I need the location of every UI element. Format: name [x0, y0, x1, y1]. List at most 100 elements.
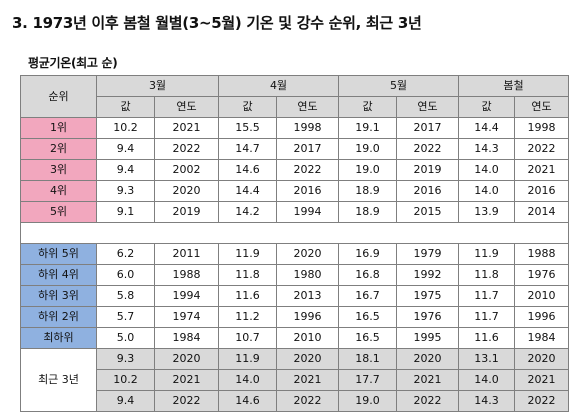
recent-year-row: 최근 3년 9.3 2020 11.9 2020 18.1 2020 13.1 2020 [20, 348, 569, 412]
year-cell: 2021 [396, 369, 459, 391]
year-cell: 2016 [396, 180, 459, 202]
year-cell: 2022 [514, 390, 569, 412]
value-cell: 9.3 [96, 348, 155, 370]
year-cell: 1976 [396, 306, 459, 328]
value-cell: 16.9 [338, 243, 397, 265]
year-cell: 1988 [154, 264, 219, 286]
top-rank-row: 3위 9.4 2002 14.6 2022 19.0 2019 14.0 2021 [20, 159, 569, 181]
year-cell: 2017 [276, 138, 339, 160]
year-cell: 1976 [514, 264, 569, 286]
rank-cell: 3위 [20, 159, 97, 181]
section-spacer-row [20, 222, 569, 244]
month-header-spring: 봄철 [458, 75, 569, 97]
bottom-rank-row: 하위 4위 6.0 1988 11.8 1980 16.8 1992 11.8 1976 [20, 264, 569, 286]
value-cell: 5.8 [96, 285, 155, 307]
year-cell: 1984 [154, 327, 219, 349]
year-cell: 2016 [276, 180, 339, 202]
year-cell: 2020 [514, 348, 569, 370]
month-header-may: 5월 [338, 75, 459, 97]
month-header-apr: 4월 [218, 75, 339, 97]
section-title: 3. 1973년 이후 봄철 월별(3~5월) 기온 및 강수 순위, 최근 3… [12, 14, 422, 32]
value-cell: 17.7 [338, 369, 397, 391]
year-cell: 2022 [396, 138, 459, 160]
value-cell: 16.7 [338, 285, 397, 307]
value-cell: 5.0 [96, 327, 155, 349]
rank-cell: 하위 2위 [20, 306, 97, 328]
year-cell: 1996 [514, 306, 569, 328]
rank-header: 순위 [20, 75, 97, 118]
value-cell: 14.3 [458, 138, 515, 160]
value-cell: 16.8 [338, 264, 397, 286]
top-rank-row: 5위 9.1 2019 14.2 1994 18.9 2015 13.9 2014 [20, 201, 569, 223]
value-cell: 19.0 [338, 138, 397, 160]
year-cell: 1994 [154, 285, 219, 307]
rank-cell: 2위 [20, 138, 97, 160]
rank-cell: 4위 [20, 180, 97, 202]
rank-cell: 하위 4위 [20, 264, 97, 286]
value-cell: 15.5 [218, 117, 277, 139]
value-cell: 9.3 [96, 180, 155, 202]
value-cell: 19.0 [338, 159, 397, 181]
value-cell: 10.2 [96, 117, 155, 139]
year-cell: 2013 [276, 285, 339, 307]
year-cell: 2010 [514, 285, 569, 307]
year-cell: 2021 [514, 369, 569, 391]
spacer-cell [20, 222, 569, 244]
value-cell: 9.4 [96, 138, 155, 160]
value-cell: 10.2 [96, 369, 155, 391]
value-cell: 14.3 [458, 390, 515, 412]
year-cell: 2011 [154, 243, 219, 265]
year-cell: 2002 [154, 159, 219, 181]
value-cell: 11.9 [458, 243, 515, 265]
year-cell: 2017 [396, 117, 459, 139]
year-cell: 1992 [396, 264, 459, 286]
header-row-fields: 값 연도 값 연도 값 연도 값 연도 [21, 96, 569, 118]
value-cell: 9.1 [96, 201, 155, 223]
year-cell: 2019 [396, 159, 459, 181]
value-cell: 6.2 [96, 243, 155, 265]
year-cell: 1974 [154, 306, 219, 328]
header-row-months: 순위 3월 4월 5월 봄철 [20, 75, 569, 118]
month-header-mar: 3월 [96, 75, 219, 97]
year-cell: 2021 [154, 117, 219, 139]
value-cell: 18.9 [338, 201, 397, 223]
value-cell: 14.0 [458, 159, 515, 181]
year-cell: 1984 [514, 327, 569, 349]
year-cell: 1979 [396, 243, 459, 265]
bottom-rank-row: 하위 2위 5.7 1974 11.2 1996 16.5 1976 11.7 1996 [20, 306, 569, 328]
year-cell: 2020 [154, 348, 219, 370]
year-cell: 2020 [276, 243, 339, 265]
value-cell: 11.8 [458, 264, 515, 286]
year-cell: 1988 [514, 243, 569, 265]
value-cell: 11.2 [218, 306, 277, 328]
rank-cell: 1위 [20, 117, 97, 139]
year-cell: 2022 [276, 390, 339, 412]
year-cell: 1995 [396, 327, 459, 349]
year-cell: 2022 [396, 390, 459, 412]
year-cell: 1994 [276, 201, 339, 223]
top-rank-row: 4위 9.3 2020 14.4 2016 18.9 2016 14.0 2016 [20, 180, 569, 202]
bottom-rank-row: 최하위 5.0 1984 10.7 2010 16.5 1995 11.6 1984 [20, 327, 569, 349]
ranking-table: 순위 3월 4월 5월 봄철 값 연도 값 연도 값 연도 값 연도 1위 10.… [20, 75, 569, 412]
value-header: 값 [458, 96, 515, 118]
year-cell: 2021 [154, 369, 219, 391]
bottom-rank-row: 하위 5위 6.2 2011 11.9 2020 16.9 1979 11.9 1988 [20, 243, 569, 265]
value-header: 값 [218, 96, 277, 118]
value-cell: 18.9 [338, 180, 397, 202]
value-cell: 11.9 [218, 243, 277, 265]
value-cell: 14.4 [458, 117, 515, 139]
year-cell: 2020 [276, 348, 339, 370]
value-cell: 11.7 [458, 285, 515, 307]
year-cell: 2020 [154, 180, 219, 202]
value-cell: 11.6 [218, 285, 277, 307]
year-cell: 1996 [276, 306, 339, 328]
value-cell: 14.6 [218, 159, 277, 181]
rank-cell: 최하위 [20, 327, 97, 349]
bottom-rank-row: 하위 3위 5.8 1994 11.6 2013 16.7 1975 11.7 2010 [20, 285, 569, 307]
recent-year-row: 10.2 2021 14.0 2021 17.7 2021 14.0 2021 [21, 369, 569, 391]
rank-cell: 하위 5위 [20, 243, 97, 265]
year-header: 연도 [154, 96, 219, 118]
value-cell: 9.4 [96, 390, 155, 412]
value-cell: 14.7 [218, 138, 277, 160]
value-cell: 9.4 [96, 159, 155, 181]
